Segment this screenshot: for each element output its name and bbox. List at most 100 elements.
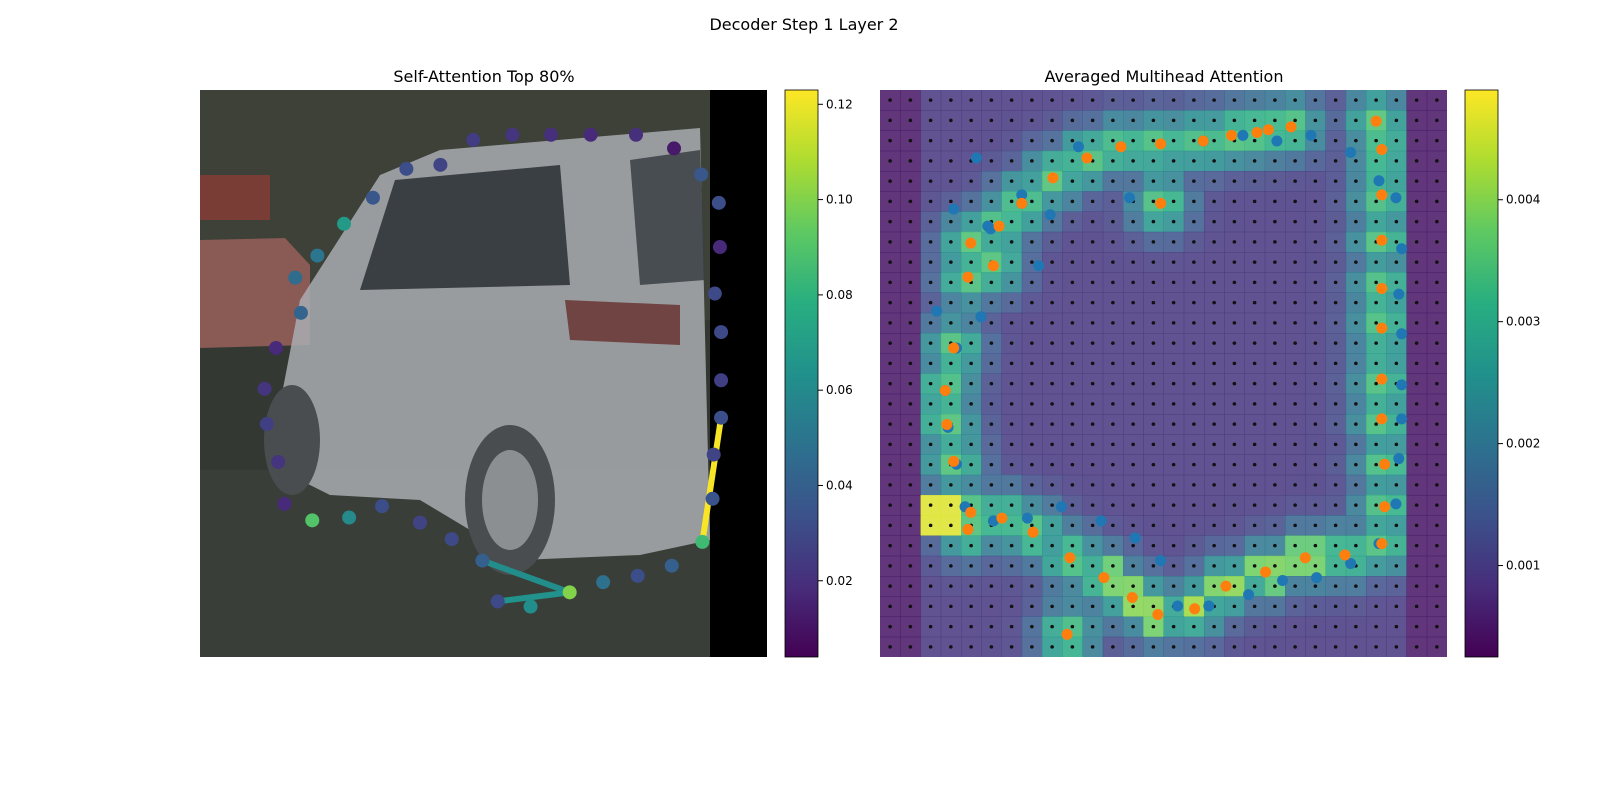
grid-dot [928,219,933,224]
grid-dot [1090,402,1095,406]
grid-dot [1435,280,1439,285]
grid-dot [1050,361,1054,366]
grid-dot [1090,341,1095,345]
grid-dot [1252,361,1257,366]
orange-point [1016,197,1028,209]
grid-dot [908,604,913,609]
left-panel: Self-Attention Top 80% 0.020.040.060.080… [200,67,853,658]
grid-dot [1293,260,1297,264]
grid-dot [908,280,913,285]
grid-dot [928,624,933,629]
grid-dot [1030,483,1034,487]
grid-dot [1030,179,1034,183]
colorbar-tick-label: 0.06 [826,383,853,397]
grid-dot [1111,199,1115,204]
grid-dot [1232,462,1237,467]
grid-dot [1131,503,1135,507]
grid-dot [1171,280,1176,285]
grid-dot [1374,624,1378,629]
grid-dot [1273,543,1277,548]
grid-dot [928,604,933,609]
grid-dot [1252,341,1257,345]
grid-dot [888,503,892,507]
grid-dot [1009,260,1014,264]
grid-dot [1273,624,1277,629]
grid-dot [1171,462,1176,467]
grid-dot [1030,442,1034,447]
grid-dot [1070,422,1075,426]
grid-dot [989,584,994,588]
grid-dot [1414,300,1419,305]
grid-dot [1192,422,1196,426]
orange-point [1376,282,1388,294]
grid-dot [969,624,973,629]
grid-dot [1394,118,1399,123]
blue-point [1390,192,1402,204]
grid-dot [1313,523,1318,528]
grid-dot [1313,543,1318,548]
grid-dot [1050,118,1054,123]
grid-dot [989,199,994,204]
grid-dot [1435,462,1439,467]
grid-dot [1050,280,1054,285]
grid-dot [1111,361,1115,366]
blue-point [1393,288,1405,300]
grid-dot [1111,381,1115,386]
grid-dot [1090,199,1095,204]
grid-dot [1151,138,1156,143]
grid-dot [1090,462,1095,467]
blue-point [1016,189,1028,201]
grid-dot [1232,483,1237,487]
grid-dot [1232,523,1237,528]
grid-dot [1333,219,1338,224]
grid-dot [1252,442,1257,447]
blue-point [1203,600,1215,612]
grid-dot [1030,584,1034,588]
grid-dot [1030,280,1034,285]
grid-dot [1273,483,1277,487]
grid-dot [1414,381,1419,386]
grid-dot [1333,543,1338,548]
grid-dot [1171,159,1176,163]
grid-dot [1131,240,1135,244]
grid-dot [1313,118,1318,123]
grid-dot [1313,381,1318,386]
grid-dot [1354,442,1358,447]
grid-dot [1090,584,1095,588]
grid-dot [1232,564,1237,568]
grid-dot [1313,240,1318,244]
grid-dot [1414,280,1419,285]
grid-dot [1252,604,1257,609]
grid-dot [1293,199,1297,204]
grid-dot [888,422,892,426]
grid-dot [1009,462,1014,467]
grid-dot [1050,260,1054,264]
grid-dot [1030,219,1034,224]
grid-dot [1009,543,1014,548]
grid-dot [1394,584,1399,588]
grid-dot [1192,584,1196,588]
grid-dot [928,462,933,467]
grid-dot [1192,240,1196,244]
grid-dot [1273,584,1277,588]
grid-dot [1232,199,1237,204]
blue-point [1095,515,1107,527]
grid-dot [1171,422,1176,426]
grid-dot [1030,199,1034,204]
grid-dot [1009,483,1014,487]
grid-dot [1273,98,1277,102]
grid-dot [1192,138,1196,143]
grid-dot [1333,280,1338,285]
grid-dot [1030,422,1034,426]
grid-dot [969,260,973,264]
grid-dot [1131,523,1135,528]
orange-point [1339,549,1351,561]
grid-dot [1313,624,1318,629]
attention-point [337,216,352,231]
colorbar-tick-label: 0.002 [1506,437,1540,451]
grid-dot [1394,604,1399,609]
grid-dot [1435,645,1439,649]
grid-dot [888,402,892,406]
grid-dot [1313,564,1318,568]
grid-dot [949,280,953,285]
